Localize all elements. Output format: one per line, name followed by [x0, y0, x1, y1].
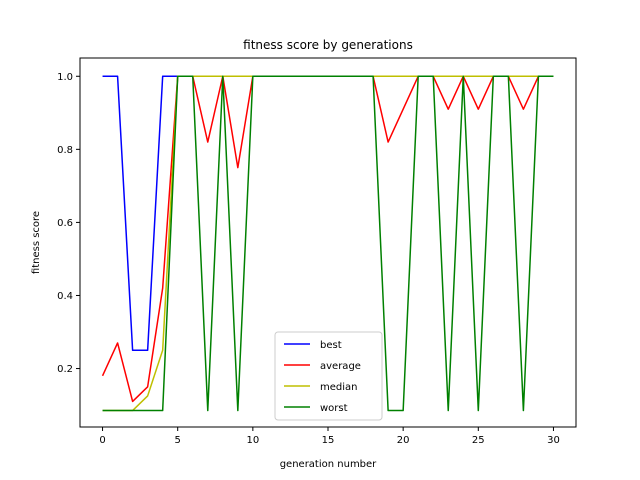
legend-label-median: median — [320, 382, 358, 393]
x-axis: 0 5 10 15 20 25 30 — [99, 427, 560, 446]
legend-label-best: best — [320, 340, 342, 351]
y-tick-label: 0.6 — [57, 218, 73, 229]
x-tick-label: 25 — [472, 435, 485, 446]
x-tick-label: 15 — [322, 435, 335, 446]
y-tick-label: 1.0 — [57, 72, 73, 83]
x-tick-label: 30 — [547, 435, 560, 446]
chart-title: fitness score by generations — [243, 38, 413, 52]
legend-label-average: average — [320, 361, 361, 372]
series-line-worst — [102, 75, 554, 412]
x-tick-label: 20 — [397, 435, 410, 446]
x-tick-label: 0 — [99, 435, 105, 446]
legend: best average median worst — [274, 331, 383, 421]
y-axis-label: fitness score — [31, 211, 42, 274]
x-tick-label: 5 — [175, 435, 181, 446]
y-tick-label: 0.2 — [57, 364, 73, 375]
series-layer — [101, 75, 554, 412]
x-tick-label: 10 — [246, 435, 259, 446]
legend-box — [274, 331, 383, 421]
y-tick-label: 0.4 — [57, 291, 73, 302]
y-axis: 0.2 0.4 0.6 0.8 1.0 — [57, 72, 80, 375]
x-axis-label: generation number — [280, 459, 377, 470]
y-tick-label: 0.8 — [57, 145, 73, 156]
legend-label-worst: worst — [320, 403, 348, 414]
